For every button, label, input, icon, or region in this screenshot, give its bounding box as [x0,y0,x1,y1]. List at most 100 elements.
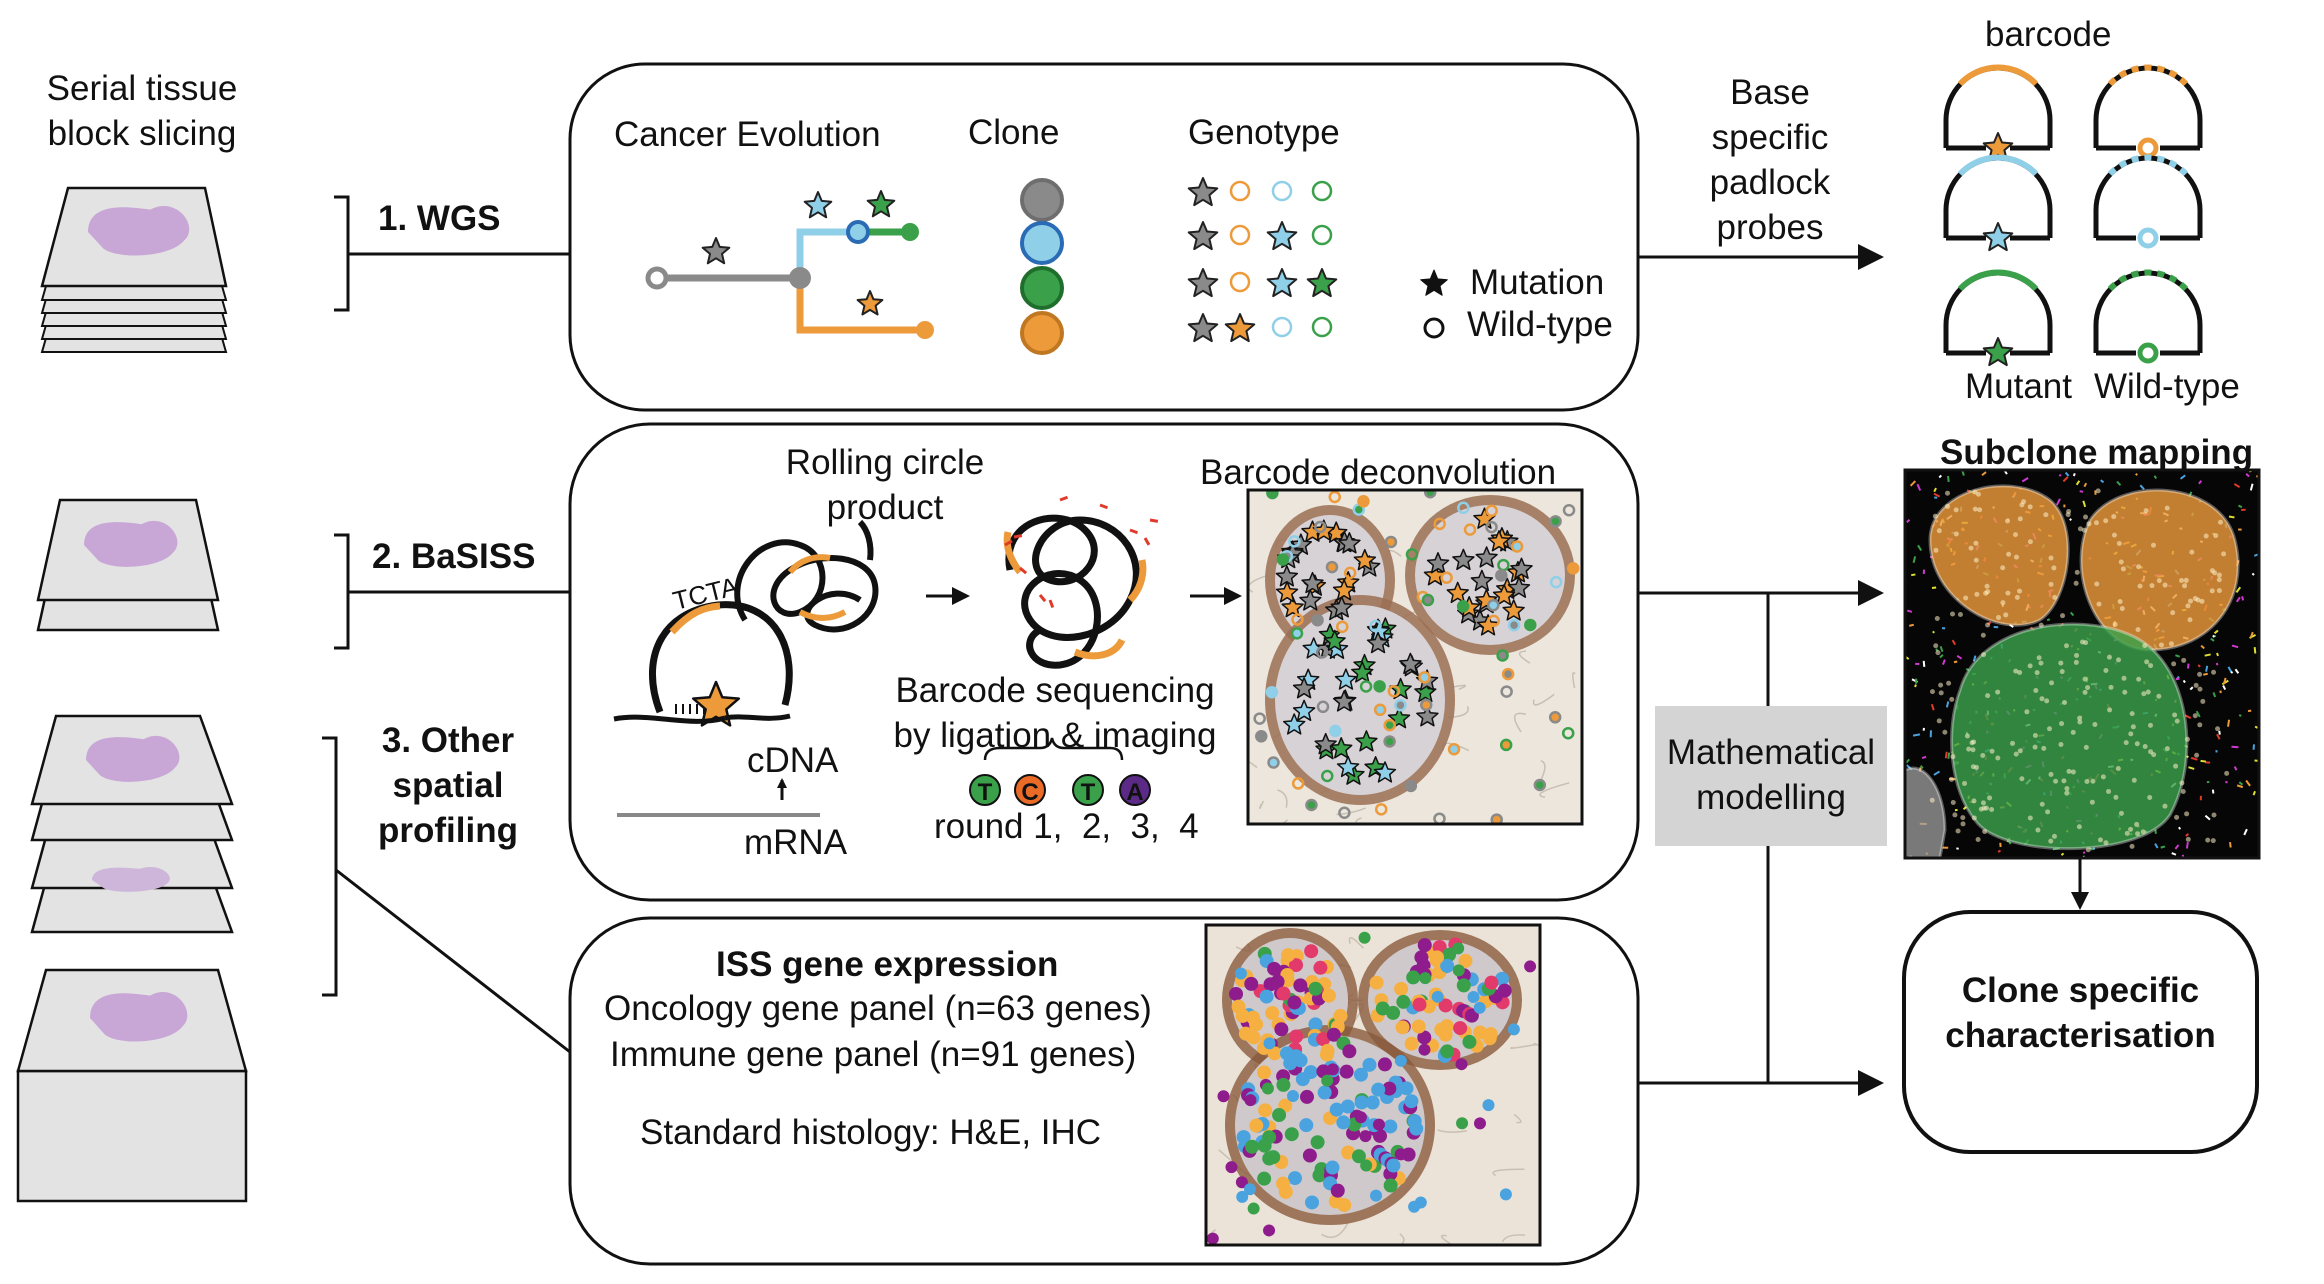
cell-nucleus [2103,518,2109,524]
cell-nucleus [2013,554,2019,560]
subclone-mapping-title: Subclone mapping [1940,433,2254,472]
padlock-barcode [669,602,721,635]
cell-nucleus [2060,613,2066,619]
cell-nucleus [1932,513,1938,519]
cell-nucleus [2147,795,2153,801]
basiss-slices-stack [36,498,220,632]
expression-dot [1317,1085,1332,1100]
expression-dot [1453,1021,1468,1036]
signal-dot [1315,646,1329,659]
expression-dot [1234,967,1247,980]
cell-nucleus [2203,533,2209,539]
cell-nucleus [1995,689,2001,695]
cell-nucleus [1938,690,1944,696]
cell-speck [2233,483,2241,488]
cell-nucleus [2066,508,2072,514]
cell-nucleus [2131,777,2137,783]
signal-dot [1394,698,1407,712]
stroma-fiber [1248,574,1268,593]
stroma-fiber [1398,1233,1405,1245]
cell-speck [2210,637,2215,642]
star-marker [856,290,884,316]
star-marker [1330,596,1353,618]
histology-label: Standard histology: H&E, IHC [640,1113,1102,1152]
expression-dot [1524,960,1537,973]
cell-nucleus [2187,617,2193,623]
cell-speck [1953,660,1958,664]
cell-nucleus [2199,598,2205,604]
signal-dot [1487,599,1500,612]
cell-nucleus [2145,689,2151,695]
cell-speck [2238,781,2244,786]
cell-nucleus [1974,591,1980,597]
star-marker [803,191,833,219]
cell-nucleus [2039,801,2045,807]
cell-speck [2245,473,2250,478]
expression-dot [1336,1115,1351,1130]
star-marker [1266,221,1298,251]
cell-nucleus [2083,514,2089,520]
cell-nucleus [1936,528,1942,534]
cell-nucleus [2027,815,2033,821]
cell-nucleus [2115,766,2121,772]
cell-nucleus [2205,837,2211,843]
cell-nucleus [2143,508,2149,514]
star-marker [1426,552,1450,574]
cell-nucleus [1963,595,1969,601]
clone-circles [1020,178,1064,355]
cell-nucleus [1968,545,1974,551]
expression-dot [1394,1148,1407,1161]
star-marker [1351,661,1374,683]
signal-dot [1485,520,1498,534]
cell-speck [2187,663,2190,669]
signal-dot [1404,779,1418,793]
cell-speck [2228,515,2235,519]
cell-speck [2235,586,2242,593]
cell-speck [2216,652,2219,657]
stroma-fiber [1492,1168,1525,1177]
genotype-matrix [1187,177,1338,343]
expression-dot [1458,953,1473,968]
cell-speck [2079,490,2084,493]
signal-dot [1418,671,1431,684]
wild-type-marker [1271,180,1293,202]
fluorescent-tag [1004,539,1013,547]
stroma-fiber [1277,789,1288,808]
star-marker [1510,557,1533,579]
expression-dot [1362,1057,1377,1072]
cell-speck [1972,655,1977,662]
cell-speck [2219,690,2222,694]
cell-speck [1906,609,1913,613]
expression-dot [1249,1017,1264,1032]
cell-nucleus [2150,542,2156,548]
slicing-label: Serial tissue block slicing [46,69,238,153]
tissue-block [16,968,248,1203]
rolling-circle-product [649,519,879,727]
expression-dot [1452,942,1465,955]
cell-nucleus [2033,687,2039,693]
cell-nucleus [2158,642,2164,648]
cell-nucleus [2103,668,2109,674]
cell-nucleus [2211,812,2217,818]
other-profiling-slices-stack [30,714,234,934]
rca-barcode [1003,531,1023,575]
cell-nucleus [2216,588,2222,594]
cell-nucleus [2128,826,2134,832]
cell-nucleus [2144,659,2150,665]
cell-nucleus [2038,660,2044,666]
fluorescent-tag [1143,537,1151,546]
base-circle-1 [1014,774,1046,806]
cell-nucleus [2077,526,2083,532]
fluorescent-tag [1129,528,1139,535]
expression-dot [1395,1020,1410,1035]
cell-nucleus [2096,601,2102,607]
cell-nucleus [2142,743,2148,749]
cell-speck [1908,623,1915,627]
oncology-panel-label: Oncology gene panel (n=63 genes) [604,989,1152,1028]
cell-nucleus [2036,655,2042,661]
cell-speck [2175,677,2180,681]
cell-nucleus [2111,514,2117,520]
cell-nucleus [2083,640,2089,646]
cell-speck [2233,766,2238,771]
cell-nucleus [1971,815,1977,821]
